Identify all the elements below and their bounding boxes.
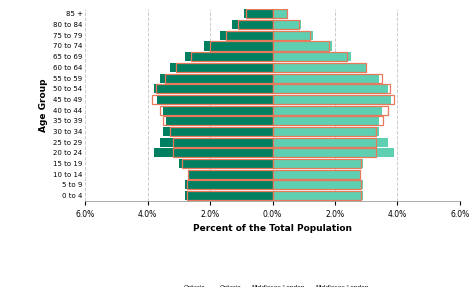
Bar <box>273 116 383 125</box>
Bar <box>273 137 388 147</box>
Bar <box>164 127 273 136</box>
Bar <box>273 41 328 51</box>
Bar <box>160 137 273 147</box>
Bar <box>273 137 375 147</box>
Bar <box>185 180 273 189</box>
Bar <box>246 9 273 18</box>
Bar <box>187 180 273 189</box>
Bar <box>226 31 273 40</box>
Bar <box>185 52 273 61</box>
Bar <box>173 148 273 157</box>
Legend: Ontario
Females, Ontario
Males, Middlesex-London
Females, Middlesex-London
Males: Ontario Females, Ontario Males, Middlese… <box>176 285 369 287</box>
Bar <box>238 20 273 29</box>
Bar <box>219 31 273 40</box>
Bar <box>273 106 388 115</box>
Bar <box>182 159 273 168</box>
Bar <box>164 106 273 115</box>
Bar <box>273 106 382 115</box>
Bar <box>273 148 375 157</box>
Bar <box>245 9 273 18</box>
Bar <box>273 9 288 18</box>
Bar <box>273 159 363 168</box>
Bar <box>273 127 375 136</box>
Bar <box>273 95 391 104</box>
Bar <box>273 63 366 72</box>
Bar <box>232 20 273 29</box>
Bar <box>273 170 360 179</box>
Bar <box>164 116 273 125</box>
Bar <box>273 180 362 189</box>
Bar <box>273 116 379 125</box>
Bar <box>273 31 310 40</box>
Bar <box>273 159 362 168</box>
Bar <box>166 116 273 125</box>
Bar <box>191 52 273 61</box>
Bar <box>204 41 273 51</box>
Bar <box>155 84 273 93</box>
Bar <box>273 9 287 18</box>
Bar <box>273 84 390 93</box>
Bar <box>273 95 394 104</box>
Bar <box>154 84 273 93</box>
Bar <box>170 63 273 72</box>
Bar <box>185 191 273 200</box>
Y-axis label: Age Group: Age Group <box>38 78 47 131</box>
Bar <box>179 159 273 168</box>
Bar <box>188 170 273 179</box>
Bar <box>273 127 379 136</box>
Bar <box>273 84 388 93</box>
Bar <box>160 106 273 115</box>
Bar <box>273 180 363 189</box>
Bar <box>154 148 273 157</box>
Bar <box>273 170 360 179</box>
Bar <box>273 191 363 200</box>
Bar <box>176 63 273 72</box>
Bar <box>160 73 273 83</box>
Bar <box>273 148 394 157</box>
Bar <box>273 63 366 72</box>
Bar <box>273 41 332 51</box>
Bar <box>273 73 382 83</box>
Bar <box>273 52 347 61</box>
Bar <box>273 20 301 29</box>
Bar <box>273 73 379 83</box>
Bar <box>210 41 273 51</box>
Bar <box>153 95 273 104</box>
Bar <box>273 191 362 200</box>
Bar <box>188 170 273 179</box>
Bar <box>273 31 313 40</box>
Bar <box>157 95 273 104</box>
Bar <box>170 127 273 136</box>
Bar <box>173 137 273 147</box>
Bar <box>187 191 273 200</box>
Bar <box>273 20 299 29</box>
X-axis label: Percent of the Total Population: Percent of the Total Population <box>193 224 352 234</box>
Bar <box>165 73 273 83</box>
Bar <box>273 52 351 61</box>
